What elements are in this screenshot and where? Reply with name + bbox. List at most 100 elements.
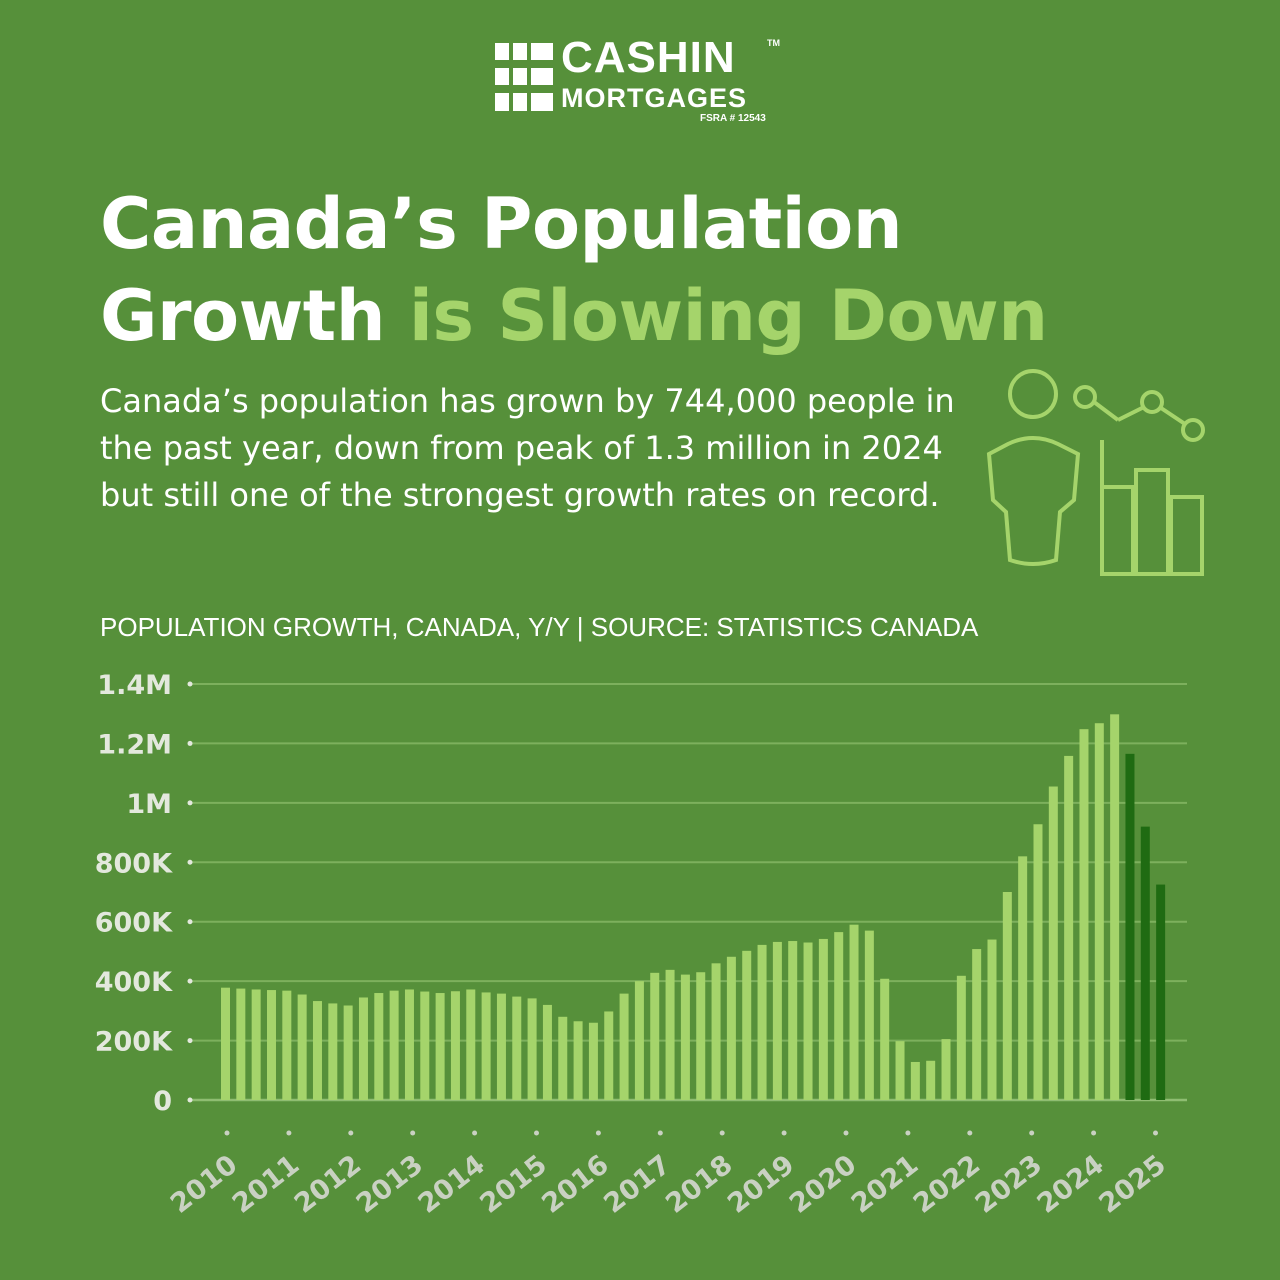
bar: [696, 972, 706, 1100]
bar: [1064, 755, 1074, 1100]
x-tick-label: 2016: [536, 1149, 614, 1220]
bar: [312, 1001, 322, 1100]
bar: [818, 938, 828, 1100]
bar: [450, 991, 460, 1100]
x-tick-label: 2015: [475, 1149, 553, 1220]
bar: [1018, 856, 1028, 1100]
bar: [527, 998, 537, 1100]
bar: [1033, 824, 1043, 1100]
bar: [803, 942, 813, 1100]
x-tick-label: 2021: [846, 1149, 924, 1220]
bar: [680, 974, 690, 1100]
x-tick-dot: [224, 1130, 230, 1136]
x-tick-dot: [595, 1130, 601, 1136]
page-title: Canada’s Population Growth is Slowing Do…: [100, 178, 1048, 362]
title-line-1: Canada’s Population: [100, 183, 903, 265]
y-tick-label: 200K: [95, 1027, 173, 1058]
bar: [711, 963, 721, 1100]
logo-grid-icon: [495, 43, 553, 111]
bar: [1110, 714, 1120, 1100]
bar: [1125, 753, 1135, 1100]
x-tick-dot: [905, 1130, 911, 1136]
bar: [972, 949, 982, 1100]
bar: [1156, 884, 1166, 1100]
x-tick-dot: [472, 1130, 478, 1136]
x-tick-dot: [348, 1130, 354, 1136]
title-line-2-accent: is Slowing Down: [408, 275, 1048, 357]
y-tick-label: 0: [153, 1086, 172, 1117]
bar: [941, 1039, 951, 1100]
brand-logo: CASHIN TM MORTGAGES FSRA # 12543: [495, 36, 795, 130]
brand-registration: FSRA # 12543: [700, 113, 766, 124]
x-tick-dot: [719, 1130, 725, 1136]
x-tick-dot: [967, 1130, 973, 1136]
population-growth-chart: 0 200K 400K 600K 800K 1M 1.2M 1.4M 201020112012…: [95, 670, 1187, 1220]
bar: [389, 990, 399, 1100]
bar: [343, 1005, 353, 1100]
bar: [895, 1041, 905, 1100]
x-tick-label: 2025: [1094, 1149, 1172, 1220]
x-tick-dot: [286, 1130, 292, 1136]
bar: [788, 941, 798, 1100]
bar: [251, 989, 261, 1100]
bar: [420, 991, 430, 1100]
bar: [221, 987, 230, 1100]
x-tick-label: 2012: [289, 1149, 367, 1220]
bar: [956, 975, 966, 1100]
y-tick-dot: [187, 1097, 193, 1103]
brand-subtitle: MORTGAGES: [561, 83, 748, 113]
bar: [619, 993, 629, 1100]
x-tick-label: 2017: [598, 1149, 676, 1220]
brand-name: CASHIN: [561, 33, 736, 82]
y-tick-dot: [187, 919, 193, 925]
bar: [834, 932, 844, 1100]
bar: [757, 944, 767, 1100]
bar: [634, 981, 644, 1100]
x-tick-label: 2020: [784, 1149, 862, 1220]
y-tick-dot: [187, 740, 193, 746]
y-tick-dot: [187, 859, 193, 865]
bar: [512, 996, 522, 1100]
title-line-2-plain: Growth: [100, 275, 386, 357]
bar: [435, 993, 445, 1100]
x-tick-label: 2011: [227, 1149, 305, 1220]
bar: [573, 1021, 583, 1100]
bar: [665, 969, 675, 1100]
bar: [481, 992, 491, 1100]
bar: [1002, 892, 1012, 1100]
bar: [849, 924, 859, 1100]
bar: [282, 990, 292, 1100]
x-tick-dot: [657, 1130, 663, 1136]
x-tick-dot: [781, 1130, 787, 1136]
y-tick-label: 800K: [95, 848, 173, 879]
bar: [297, 994, 307, 1100]
y-tick-label: 1.2M: [97, 729, 172, 760]
y-tick-label: 1M: [126, 789, 172, 820]
bar: [910, 1061, 920, 1100]
bar: [726, 956, 736, 1100]
bar: [864, 930, 874, 1100]
bar: [604, 1011, 614, 1100]
bar: [404, 989, 414, 1100]
bar: [374, 993, 384, 1100]
x-tick-label: 2019: [722, 1149, 800, 1220]
x-tick-label: 2022: [908, 1149, 986, 1220]
x-tick-dot: [1091, 1130, 1097, 1136]
x-tick-dot: [410, 1130, 416, 1136]
bar: [496, 993, 506, 1100]
y-tick-label: 1.4M: [97, 670, 172, 701]
intro-paragraph: Canada’s population has grown by 744,000…: [100, 382, 955, 514]
bar: [236, 988, 246, 1100]
x-tick-label: 2018: [660, 1149, 738, 1220]
y-tick-label: 600K: [95, 908, 173, 939]
y-tick-dot: [187, 800, 193, 806]
x-tick-label: 2010: [165, 1149, 243, 1220]
bar: [328, 1003, 338, 1100]
bar: [466, 989, 476, 1100]
bar: [1140, 826, 1150, 1100]
x-tick-dot: [1153, 1130, 1158, 1136]
bar: [987, 939, 997, 1100]
x-tick-dot: [534, 1130, 539, 1136]
y-tick-label: 400K: [95, 967, 173, 998]
y-tick-dot: [187, 978, 193, 984]
